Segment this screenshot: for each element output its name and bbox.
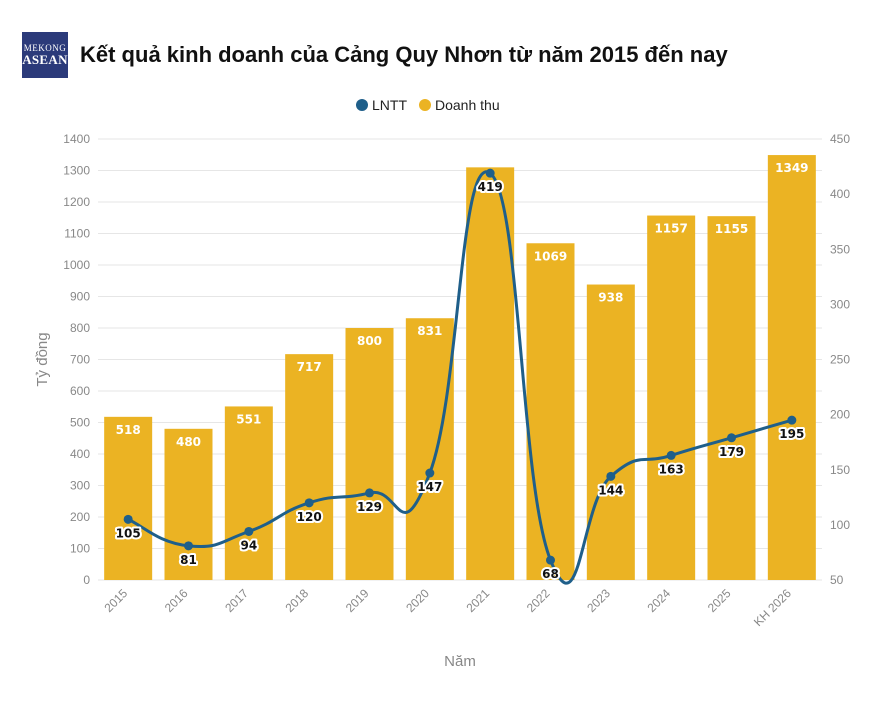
y-tick-label: 1400 <box>63 132 90 146</box>
lntt-data-label: 81 <box>180 553 197 567</box>
y-tick-label: 800 <box>70 321 90 335</box>
bar-data-label: 1349 <box>775 161 808 175</box>
x-tick-label: 2024 <box>645 586 674 615</box>
y2-tick-label: 450 <box>830 132 850 146</box>
mekong-asean-logo: MEKONG ASEAN <box>22 32 68 78</box>
bar-data-label: 551 <box>236 412 261 426</box>
lntt-data-label: 94 <box>240 538 257 552</box>
lntt-point <box>244 526 254 536</box>
bar <box>104 416 153 580</box>
lntt-point <box>425 468 435 478</box>
bar <box>647 215 696 581</box>
legend-doanh-thu-swatch <box>419 99 431 111</box>
bar-data-label: 800 <box>357 334 382 348</box>
lntt-data-label: 419 <box>478 180 503 194</box>
y-tick-label: 1100 <box>64 227 90 241</box>
y-tick-label: 300 <box>70 479 90 493</box>
lntt-data-label: 120 <box>297 510 322 524</box>
bar-data-label: 1157 <box>654 222 687 236</box>
bar <box>345 328 394 580</box>
lntt-point <box>184 541 193 551</box>
bar <box>526 243 575 580</box>
lntt-point <box>727 433 736 443</box>
x-tick-label: 2016 <box>162 586 191 615</box>
x-tick-label: 2022 <box>524 586 553 615</box>
chart-title: Kết quả kinh doanh của Cảng Quy Nhơn từ … <box>80 42 728 67</box>
x-tick-label: 2020 <box>403 586 432 615</box>
legend-lntt-swatch <box>356 99 368 111</box>
x-tick-label: 2019 <box>343 586 372 615</box>
lntt-point <box>546 555 555 565</box>
bar <box>224 406 273 580</box>
x-tick-label: 2015 <box>102 586 131 615</box>
y-tick-label: 400 <box>70 447 90 461</box>
y-tick-label: 600 <box>70 384 90 398</box>
logo-line-1: MEKONG <box>23 43 67 53</box>
bar <box>767 155 816 580</box>
y-tick-label: 1000 <box>63 258 90 272</box>
lntt-point <box>365 488 374 498</box>
lntt-point <box>666 450 676 460</box>
bar <box>285 354 334 580</box>
y-tick-label: 700 <box>70 353 90 367</box>
lntt-point <box>123 514 133 524</box>
y-axis-title: Tỷ đồng <box>34 332 51 386</box>
bar-data-label: 717 <box>297 360 322 374</box>
chart-header: MEKONG ASEAN Kết quả kinh doanh của Cảng… <box>22 30 728 80</box>
lntt-point <box>787 415 797 425</box>
y2-tick-label: 50 <box>830 573 844 587</box>
y2-tick-label: 100 <box>830 518 850 532</box>
y2-tick-label: 400 <box>830 187 850 201</box>
lntt-point <box>304 498 314 508</box>
lntt-data-label: 147 <box>417 480 442 494</box>
x-axis-title: Năm <box>444 653 476 670</box>
lntt-data-label: 195 <box>779 427 804 441</box>
x-tick-label: 2025 <box>705 586 734 615</box>
lntt-point <box>485 168 495 178</box>
bar-data-label: 1069 <box>534 249 567 263</box>
y-tick-label: 500 <box>70 416 90 430</box>
bar <box>405 318 454 580</box>
bar <box>586 284 635 580</box>
lntt-data-label: 144 <box>598 483 623 497</box>
bar-data-label: 480 <box>176 435 201 449</box>
lntt-point <box>606 471 616 481</box>
y-tick-label: 200 <box>70 510 90 524</box>
y-tick-label: 0 <box>83 573 90 587</box>
x-tick-label: 2023 <box>584 586 613 615</box>
bar-data-label: 831 <box>417 324 442 338</box>
bar <box>466 167 515 580</box>
bar-data-label: 518 <box>116 423 141 437</box>
lntt-data-label: 129 <box>357 500 382 514</box>
y2-tick-label: 300 <box>830 297 850 311</box>
x-tick-label: 2018 <box>283 586 312 615</box>
bar <box>164 428 213 580</box>
y-tick-label: 1200 <box>63 195 90 209</box>
lntt-data-label: 105 <box>116 526 141 540</box>
y2-tick-label: 150 <box>830 463 850 477</box>
y-tick-label: 1300 <box>63 164 90 178</box>
y2-tick-label: 200 <box>830 408 850 422</box>
lntt-data-label: 179 <box>719 445 744 459</box>
lntt-data-label: 163 <box>659 462 684 476</box>
y2-tick-label: 250 <box>830 353 850 367</box>
x-tick-label: 2021 <box>464 586 493 615</box>
x-tick-label: 2017 <box>222 586 251 615</box>
logo-line-2: ASEAN <box>22 52 68 67</box>
legend-lntt-label: LNTT <box>372 97 407 113</box>
y-tick-label: 900 <box>70 290 90 304</box>
lntt-data-label: 68 <box>542 567 559 581</box>
legend-doanh-thu-label: Doanh thu <box>435 97 500 113</box>
lntt-line <box>127 170 793 585</box>
bar-data-label: 1155 <box>715 222 748 236</box>
x-tick-label: KH 2026 <box>751 586 794 629</box>
bar <box>707 216 756 581</box>
y2-tick-label: 350 <box>830 242 850 256</box>
y-tick-label: 100 <box>70 542 90 556</box>
bar-data-label: 938 <box>598 291 623 305</box>
